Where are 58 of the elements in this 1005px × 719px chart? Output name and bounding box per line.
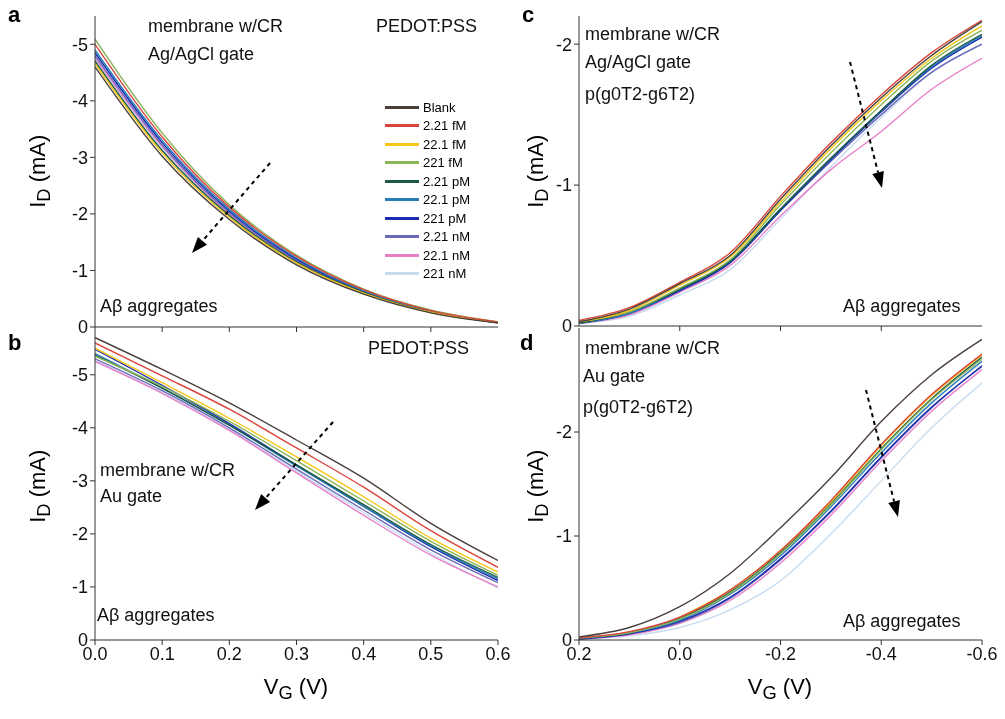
y-tick-label: -1 xyxy=(71,260,88,281)
y-tick-label: -4 xyxy=(71,418,88,439)
annotation: Aβ aggregates xyxy=(843,296,961,317)
legend-label: 221 pM xyxy=(423,210,467,226)
x-tick-label: 0.3 xyxy=(283,643,310,664)
annotation: p(g0T2-g6T2) xyxy=(585,84,696,105)
legend-label: 22.1 pM xyxy=(423,192,470,208)
legend-label: 2.21 pM xyxy=(423,173,470,189)
annotation: membrane w/CR xyxy=(100,460,236,481)
annotation: Ag/AgCl gate xyxy=(585,52,692,73)
y-tick-label: -4 xyxy=(71,91,88,112)
x-tick-label: 0.4 xyxy=(351,643,377,664)
annotation: p(g0T2-g6T2) xyxy=(583,397,694,418)
y-tick-label: -2 xyxy=(555,422,572,443)
x-tick-label: 0.0 xyxy=(667,643,693,664)
x-tick-label: 0.2 xyxy=(216,643,242,664)
x-tick-label: -0.4 xyxy=(865,643,897,664)
y-tick-label: -3 xyxy=(71,471,88,492)
y-tick-label: -2 xyxy=(555,34,572,55)
annotation: Ag/AgCl gate xyxy=(148,44,255,65)
x-tick-label: 0.1 xyxy=(149,643,175,664)
annotation: Au gate xyxy=(100,486,163,507)
y-tick-label: -5 xyxy=(71,365,88,386)
legend-label: Blank xyxy=(423,99,456,115)
annotation: Aβ aggregates xyxy=(97,605,215,626)
y-tick-label: -2 xyxy=(71,204,88,225)
y-tick-label: -2 xyxy=(71,524,88,545)
chart-title: d xyxy=(520,330,534,356)
x-tick-label: -0.6 xyxy=(966,643,998,664)
y-tick-label: 0 xyxy=(77,317,88,338)
y-tick-label: -5 xyxy=(71,34,88,55)
legend-label: 22.1 nM xyxy=(423,247,470,263)
y-tick-label: -3 xyxy=(71,147,88,168)
y-tick-label: -1 xyxy=(71,577,88,598)
annotation: Au gate xyxy=(583,366,646,387)
x-tick-label: -0.2 xyxy=(764,643,797,664)
legend-label: 221 nM xyxy=(423,266,467,282)
annotation: membrane w/CR xyxy=(585,338,721,359)
y-tick-label: 0 xyxy=(561,316,572,337)
x-tick-label: 0.6 xyxy=(485,643,511,664)
annotation: PEDOT:PSS xyxy=(376,16,478,37)
x-tick-label: 0.5 xyxy=(418,643,444,664)
annotation: PEDOT:PSS xyxy=(368,338,470,359)
x-axis-title: V$_{G}$ (V) xyxy=(262,674,330,705)
legend-label: 22.1 fM xyxy=(423,136,467,152)
chart-title: a xyxy=(8,2,21,28)
legend-label: 221 fM xyxy=(423,155,463,171)
x-axis-title: V$_{G}$ (V) xyxy=(746,674,814,705)
y-tick-label: -1 xyxy=(555,175,572,196)
chart-title: b xyxy=(8,330,22,356)
annotation: Aβ aggregates xyxy=(100,296,218,317)
legend-label: 2.21 nM xyxy=(423,229,470,245)
chart-title: c xyxy=(522,2,535,28)
legend-label: 2.21 fM xyxy=(423,118,467,134)
annotation: membrane w/CR xyxy=(585,24,721,45)
annotation: Aβ aggregates xyxy=(843,611,961,632)
annotation: membrane w/CR xyxy=(148,16,284,37)
y-tick-label: -1 xyxy=(555,526,572,547)
